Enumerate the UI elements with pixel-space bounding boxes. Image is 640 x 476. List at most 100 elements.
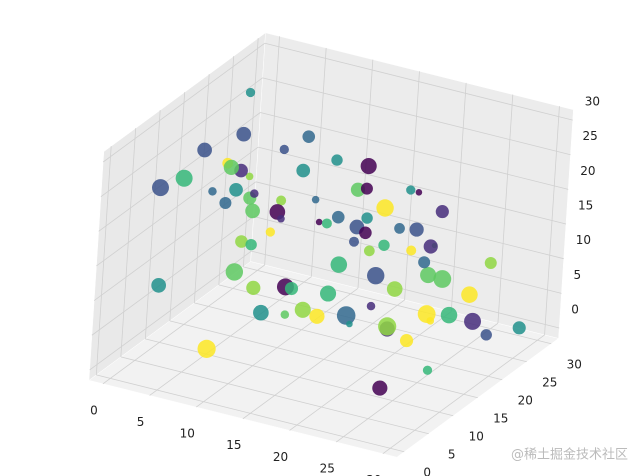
point xyxy=(279,144,289,155)
y-tick-label: 5 xyxy=(448,447,456,461)
point xyxy=(245,172,254,181)
point xyxy=(151,278,167,293)
point xyxy=(464,312,482,330)
point xyxy=(236,126,252,142)
point xyxy=(245,203,260,219)
point xyxy=(330,256,348,273)
grid-line xyxy=(145,338,454,417)
point xyxy=(409,222,424,237)
point xyxy=(225,263,244,281)
point xyxy=(219,197,232,210)
point xyxy=(336,306,356,325)
point xyxy=(433,270,452,288)
point xyxy=(420,267,437,284)
grid-line xyxy=(243,266,552,345)
point xyxy=(372,380,388,396)
grid-line xyxy=(253,216,562,294)
point xyxy=(415,189,423,196)
point xyxy=(406,185,416,195)
grid-line xyxy=(194,302,503,381)
point xyxy=(346,320,353,328)
point xyxy=(320,285,337,302)
point xyxy=(461,286,478,303)
point xyxy=(435,205,449,219)
point xyxy=(331,210,345,224)
point xyxy=(321,218,332,229)
point xyxy=(197,339,216,358)
point xyxy=(245,87,256,98)
grid-line xyxy=(169,320,478,399)
points xyxy=(151,87,526,396)
point xyxy=(197,142,212,158)
point xyxy=(296,163,311,178)
point xyxy=(366,301,376,311)
y-tick-label: 10 xyxy=(469,429,484,443)
point xyxy=(376,199,394,217)
point xyxy=(361,212,373,224)
grid-line xyxy=(255,181,564,260)
point xyxy=(367,267,385,285)
point xyxy=(418,256,431,269)
z-tick-label: 5 xyxy=(573,268,581,282)
y-tick-label: 20 xyxy=(518,393,533,407)
point xyxy=(265,227,275,237)
point xyxy=(378,239,390,251)
point xyxy=(331,154,343,166)
point xyxy=(280,310,290,319)
point xyxy=(229,182,243,197)
point xyxy=(512,321,526,335)
panes xyxy=(88,32,574,458)
grid-line xyxy=(120,356,429,435)
y-tick-label: 25 xyxy=(542,375,557,389)
point xyxy=(422,365,433,375)
z-tick-label: 15 xyxy=(578,199,593,213)
z-tick-label: 30 xyxy=(585,95,600,109)
x-tick-label: 5 xyxy=(137,415,145,429)
point xyxy=(378,317,397,336)
point xyxy=(152,179,169,197)
point xyxy=(480,329,492,341)
x-tick-label: 15 xyxy=(226,438,241,452)
point xyxy=(484,256,497,269)
point xyxy=(406,245,417,256)
grid-line xyxy=(264,42,573,121)
x-tick-label: 10 xyxy=(180,427,195,441)
point xyxy=(302,130,316,143)
y-tick-label: 0 xyxy=(423,465,431,476)
point xyxy=(386,281,403,297)
point xyxy=(208,187,217,196)
grid-line xyxy=(218,284,527,363)
point xyxy=(348,236,360,247)
point xyxy=(277,214,285,223)
z-tick-label: 20 xyxy=(580,164,595,178)
y-tick-label: 30 xyxy=(567,357,582,371)
x-tick-label: 25 xyxy=(320,462,335,476)
point xyxy=(309,308,325,324)
grid-line xyxy=(262,77,571,156)
grid xyxy=(89,36,573,455)
point xyxy=(284,281,299,296)
point xyxy=(276,195,287,206)
grid-line xyxy=(251,250,560,329)
grid-line xyxy=(260,112,569,190)
y-tick-label: 15 xyxy=(493,411,508,425)
grid-line xyxy=(102,42,266,163)
watermark: @稀土掘金技术社区 xyxy=(511,447,628,463)
point xyxy=(246,280,261,295)
point xyxy=(426,317,435,325)
z-tick-label: 10 xyxy=(576,233,591,247)
point xyxy=(245,238,257,251)
point xyxy=(223,159,239,175)
grid-line xyxy=(96,374,405,453)
x-tick-label: 20 xyxy=(273,450,288,464)
point xyxy=(359,226,372,240)
grid-line xyxy=(91,216,254,336)
point xyxy=(399,334,414,348)
point xyxy=(294,301,311,318)
x-tick-label: 0 xyxy=(90,403,98,417)
z-tick-label: 0 xyxy=(571,302,579,316)
point xyxy=(440,306,458,324)
z-tick-label: 25 xyxy=(582,129,597,143)
point xyxy=(311,195,320,204)
